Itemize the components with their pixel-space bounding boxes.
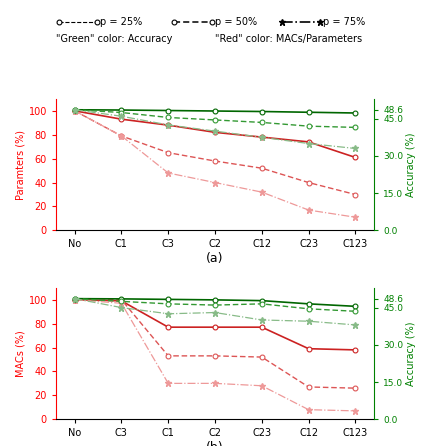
Y-axis label: Accuracy (%): Accuracy (%) — [406, 321, 416, 386]
Y-axis label: MACs (%): MACs (%) — [16, 330, 26, 377]
Text: p = 75%: p = 75% — [323, 17, 366, 27]
Text: p = 50%: p = 50% — [215, 17, 257, 27]
Y-axis label: Paramters (%): Paramters (%) — [16, 130, 26, 200]
Text: p = 25%: p = 25% — [101, 17, 143, 27]
X-axis label: (a): (a) — [206, 252, 224, 265]
X-axis label: (b): (b) — [206, 441, 224, 446]
Text: "Red" color: MACs/Parameters: "Red" color: MACs/Parameters — [215, 34, 362, 44]
Y-axis label: Accuracy (%): Accuracy (%) — [406, 132, 416, 197]
Text: "Green" color: Accuracy: "Green" color: Accuracy — [56, 34, 172, 44]
